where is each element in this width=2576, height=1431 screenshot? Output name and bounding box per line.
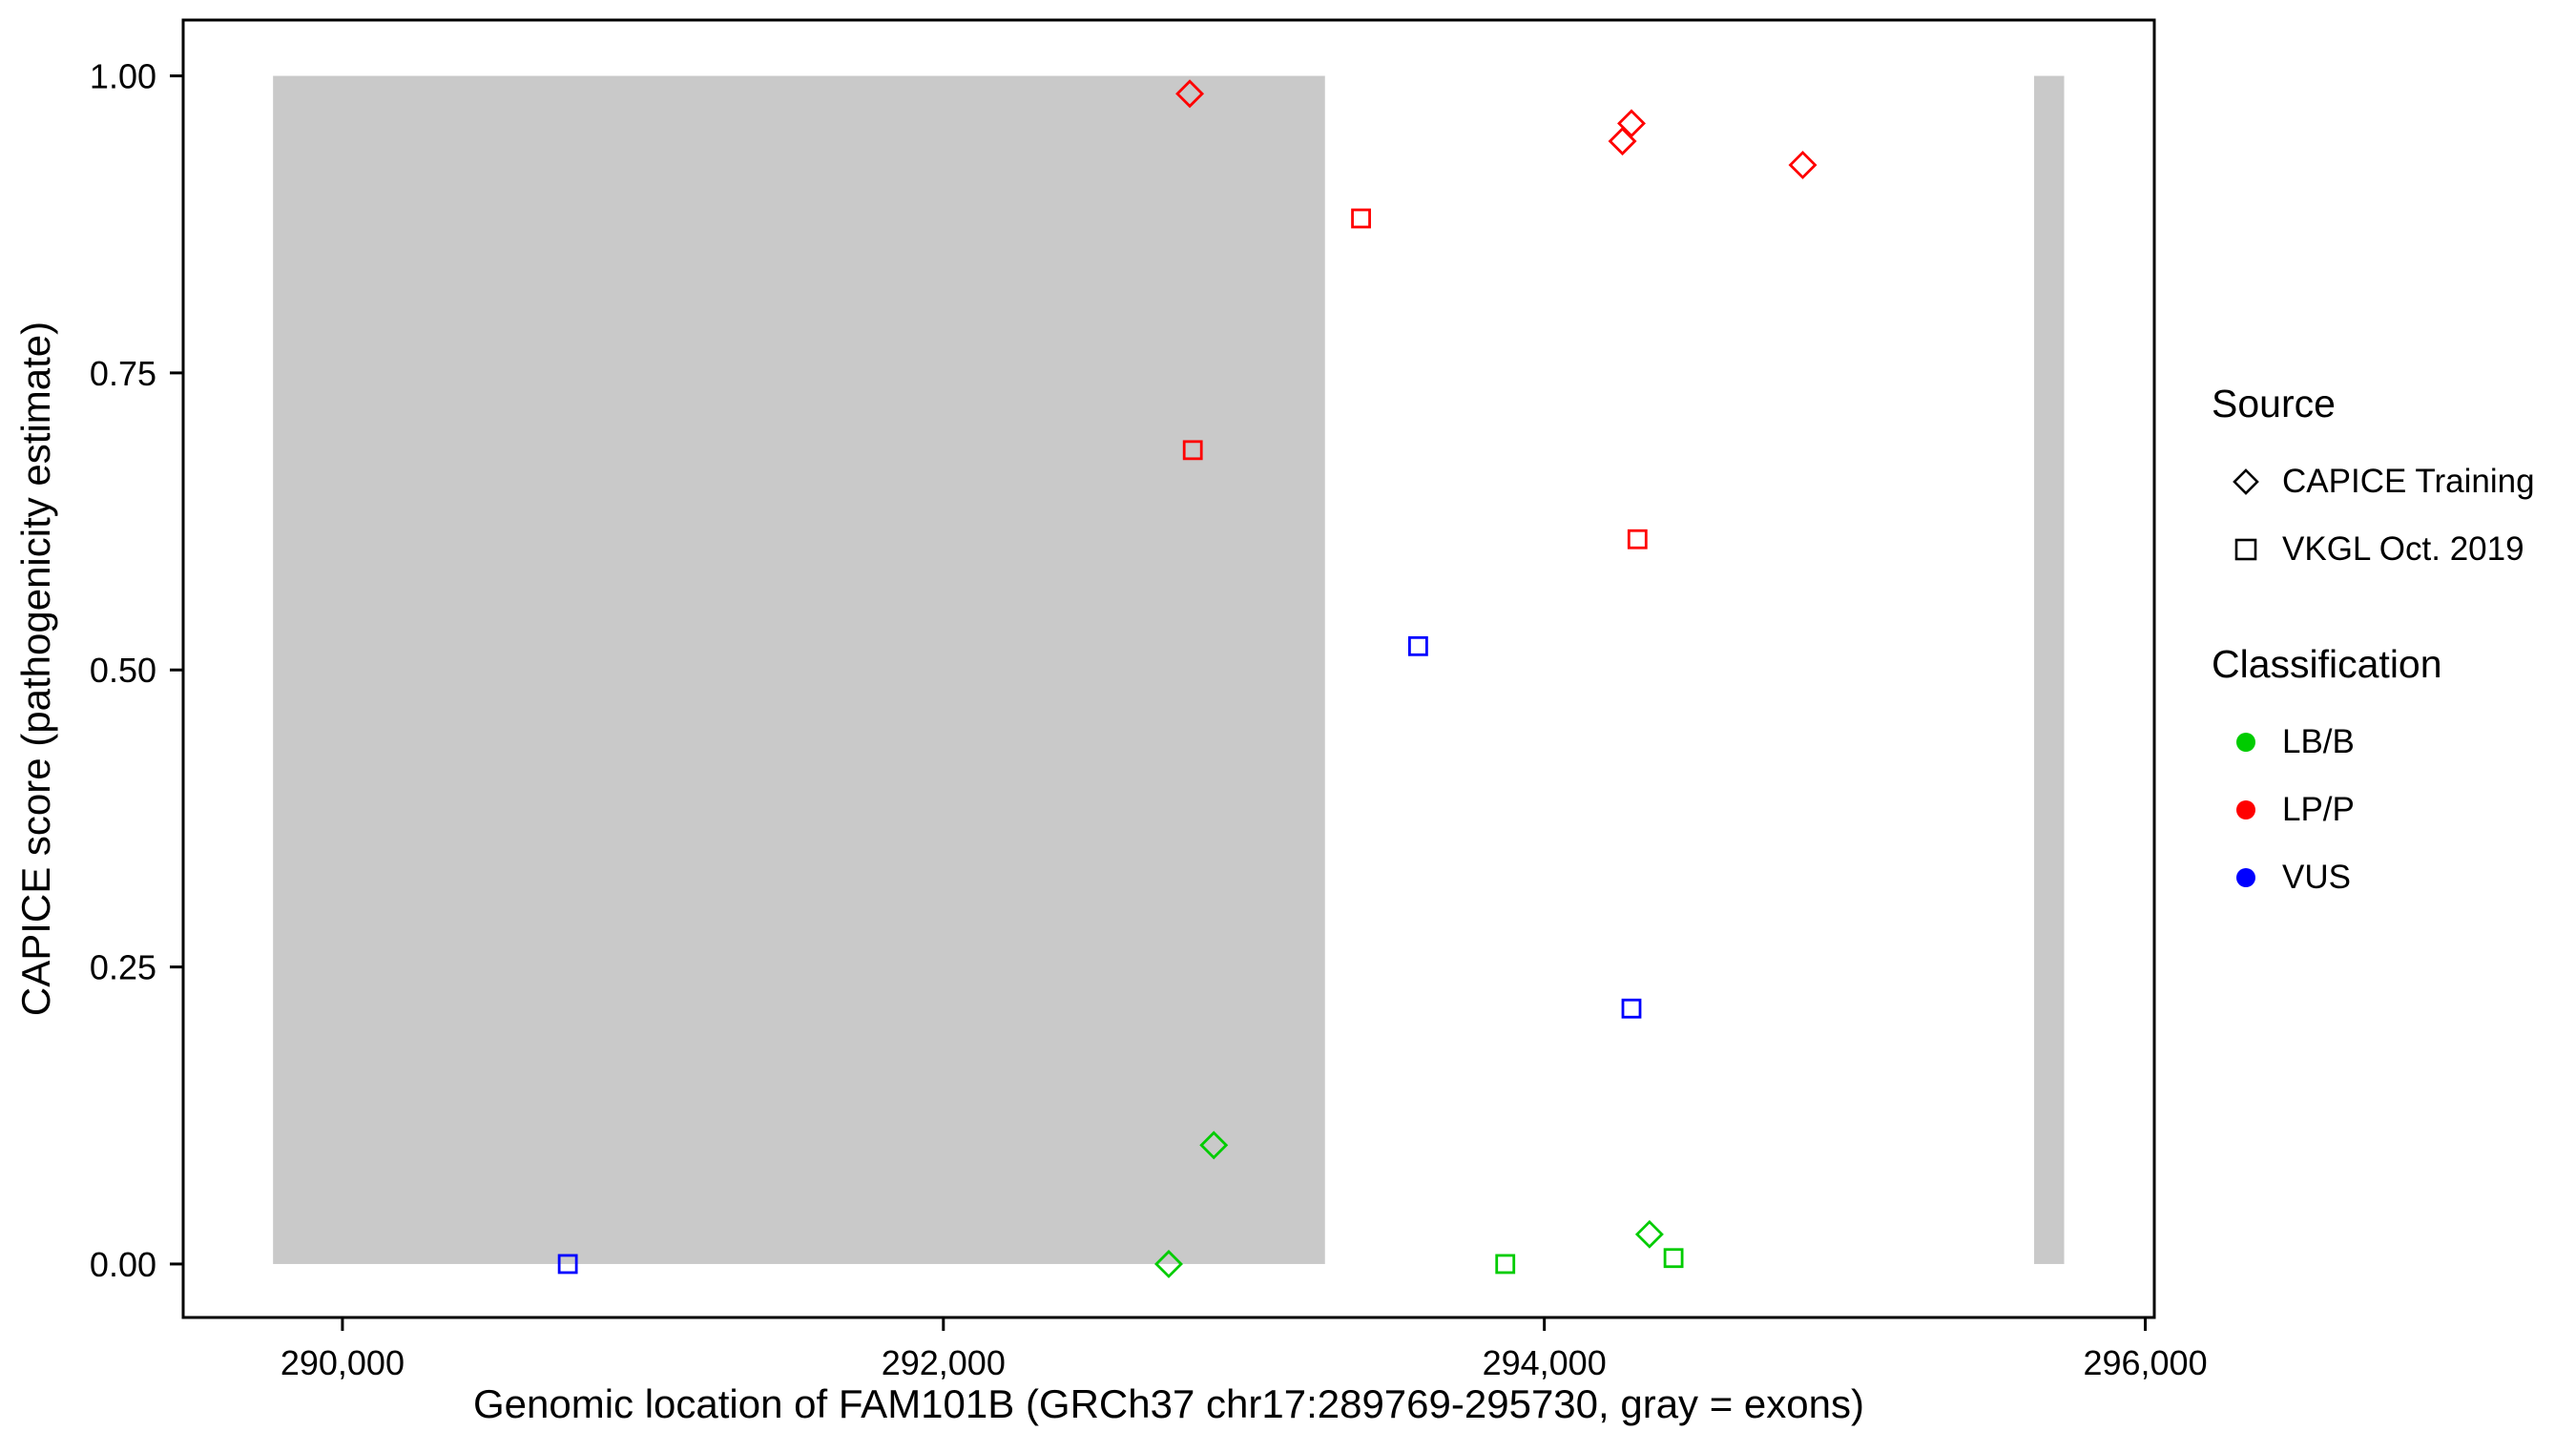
data-point-square <box>1351 208 1371 229</box>
legend-classification-title: Classification <box>2212 642 2442 686</box>
legend-entry-lpp: LP/P <box>2212 776 2565 843</box>
data-point-square <box>1407 635 1428 656</box>
x-tick-label: 294,000 <box>1483 1343 1607 1382</box>
legend-entry-capice-training: CAPICE Training <box>2212 447 2565 515</box>
data-point-square <box>1627 529 1648 550</box>
data-point-diamond <box>1154 1249 1183 1278</box>
y-tick-label: 1.00 <box>90 57 156 96</box>
x-tick-label: 296,000 <box>2083 1343 2207 1382</box>
x-tick-label: 292,000 <box>882 1343 1006 1382</box>
lpp-color-dot-icon <box>2236 799 2255 819</box>
legend-label-lbb: LB/B <box>2282 722 2355 760</box>
legend-source: Source CAPICE Training VKGL Oct. 2019 <box>2212 382 2565 583</box>
legend-entry-vkgl: VKGL Oct. 2019 <box>2212 515 2565 583</box>
legend-classification: Classification LB/B LP/P VUS <box>2212 642 2565 911</box>
exon-region <box>2034 75 2065 1264</box>
data-point-diamond <box>1634 1219 1664 1249</box>
legend-label-vus: VUS <box>2282 858 2351 896</box>
data-point-square <box>1621 998 1642 1019</box>
legend-source-title: Source <box>2212 382 2336 425</box>
data-point-diamond <box>1175 79 1205 109</box>
exon-region <box>273 75 1325 1264</box>
legend-entry-vus: VUS <box>2212 843 2565 911</box>
y-tick-label: 0.25 <box>90 948 156 987</box>
data-point-diamond <box>1617 109 1646 138</box>
x-tick-label: 290,000 <box>280 1343 405 1382</box>
y-tick-label: 0.75 <box>90 354 156 393</box>
lbb-color-dot-icon <box>2236 732 2255 752</box>
legend-entry-lbb: LB/B <box>2212 708 2565 776</box>
data-point-square <box>557 1254 578 1275</box>
legend-label-capice-training: CAPICE Training <box>2282 462 2535 500</box>
legend: Source CAPICE Training VKGL Oct. 2019 Cl… <box>2212 382 2565 970</box>
data-point-square <box>1663 1248 1684 1269</box>
data-point-diamond <box>1199 1130 1229 1160</box>
square-marker-icon <box>2234 538 2257 560</box>
vus-color-dot-icon <box>2236 867 2255 887</box>
data-point-diamond <box>1608 127 1637 156</box>
y-tick-label: 0.50 <box>90 651 156 690</box>
data-point-square <box>1182 440 1203 461</box>
y-axis-title: CAPICE score (pathogenicity estimate) <box>13 321 58 1016</box>
legend-label-lpp: LP/P <box>2282 790 2355 828</box>
data-point-square <box>1495 1254 1516 1275</box>
diamond-marker-icon <box>2233 467 2259 495</box>
y-tick-label: 0.00 <box>90 1245 156 1284</box>
x-axis-title: Genomic location of FAM101B (GRCh37 chr1… <box>473 1381 1864 1426</box>
legend-label-vkgl: VKGL Oct. 2019 <box>2282 529 2524 568</box>
data-point-diamond <box>1788 150 1818 179</box>
